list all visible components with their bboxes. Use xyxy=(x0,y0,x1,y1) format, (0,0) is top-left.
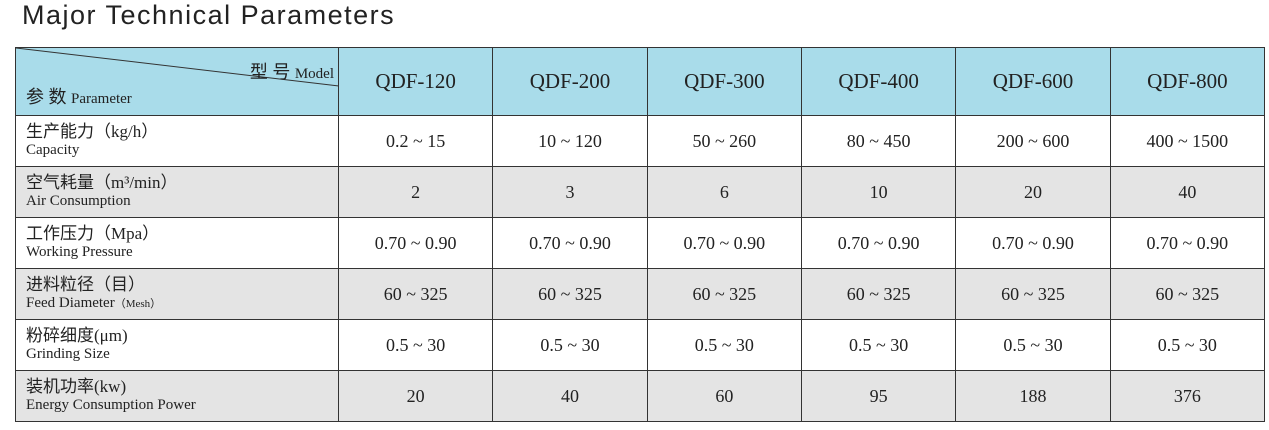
value-cell: 0.5 ~ 30 xyxy=(1109,319,1266,371)
label-zh-line: 粉碎细度(μm) xyxy=(26,326,338,345)
value-cell: 0.5 ~ 30 xyxy=(646,319,802,371)
table-body: 生产能力（kg/h） Capacity 0.2 ~ 15 10 ~ 120 50 ~ 2… xyxy=(15,115,1266,422)
value-cell: 60 ~ 325 xyxy=(1109,268,1266,320)
row-label: 工作压力（Mpa） Working Pressure xyxy=(15,217,339,269)
label-unit: （kg/h） xyxy=(94,122,159,141)
label-zh: 粉碎细度 xyxy=(26,326,94,345)
label-zh-line: 装机功率(kw) xyxy=(26,377,338,396)
value-cell: 60 xyxy=(646,370,802,422)
value-cell: 10 ~ 120 xyxy=(492,115,648,167)
label-en: Air Consumption xyxy=(26,193,131,209)
label-en-line: Grinding Size xyxy=(26,345,338,364)
parameter-table: 型 号 Model 参 数 Parameter QDF-120 QDF-200 QD… xyxy=(15,47,1266,422)
label-zh-line: 生产能力（kg/h） xyxy=(26,122,338,141)
value-cell: 60 ~ 325 xyxy=(337,268,494,320)
label-zh-line: 工作压力（Mpa） xyxy=(26,224,338,243)
model-label: 型 号 Model xyxy=(250,58,334,84)
table-row: 装机功率(kw) Energy Consumption Power 20 40 60 95… xyxy=(15,370,1266,422)
label-zh: 进料粒径 xyxy=(26,274,94,294)
model-en: Model xyxy=(294,66,334,82)
column-header: QDF-400 xyxy=(800,47,957,116)
row-label: 粉碎细度(μm) Grinding Size xyxy=(15,319,339,371)
label-en: Energy Consumption Power xyxy=(26,397,196,413)
label-unit: （目） xyxy=(94,274,145,294)
label-zh: 工作压力 xyxy=(26,224,94,243)
param-zh: 参 数 xyxy=(26,87,67,107)
header-row: 型 号 Model 参 数 Parameter QDF-120 QDF-200 QD… xyxy=(15,47,1266,116)
value-cell: 0.5 ~ 30 xyxy=(337,319,494,371)
value-cell: 376 xyxy=(1109,370,1266,422)
label-en: Grinding Size xyxy=(26,346,110,362)
value-cell: 0.70 ~ 0.90 xyxy=(800,217,957,269)
label-en-line: Working Pressure xyxy=(26,243,338,262)
value-cell: 0.5 ~ 30 xyxy=(492,319,648,371)
value-cell: 6 xyxy=(646,166,802,218)
column-header: QDF-600 xyxy=(955,47,1111,116)
label-zh: 装机功率 xyxy=(26,377,94,396)
row-label: 生产能力（kg/h） Capacity xyxy=(15,115,339,167)
value-cell: 2 xyxy=(337,166,494,218)
value-cell: 0.70 ~ 0.90 xyxy=(1109,217,1266,269)
row-label: 进料粒径（目） Feed Diameter（Mesh） xyxy=(15,268,339,320)
value-cell: 188 xyxy=(955,370,1111,422)
row-label: 空气耗量（m³/min） Air Consumption xyxy=(15,166,339,218)
label-en-line: Feed Diameter（Mesh） xyxy=(26,294,338,314)
label-en-unit: （Mesh） xyxy=(114,297,162,310)
value-cell: 60 ~ 325 xyxy=(646,268,802,320)
column-header: QDF-120 xyxy=(337,47,494,116)
value-cell: 0.2 ~ 15 xyxy=(337,115,494,167)
table-row: 生产能力（kg/h） Capacity 0.2 ~ 15 10 ~ 120 50 ~ 2… xyxy=(15,115,1266,167)
table-row: 工作压力（Mpa） Working Pressure 0.70 ~ 0.90 0.70… xyxy=(15,217,1266,269)
value-cell: 95 xyxy=(800,370,957,422)
row-label: 装机功率(kw) Energy Consumption Power xyxy=(15,370,339,422)
label-unit: (kw) xyxy=(94,377,127,396)
value-cell: 0.5 ~ 30 xyxy=(955,319,1111,371)
label-en: Capacity xyxy=(26,142,80,158)
param-label: 参 数 Parameter xyxy=(26,83,132,109)
diagonal xyxy=(16,48,339,87)
param-en: Parameter xyxy=(71,91,132,107)
label-en-line: Capacity xyxy=(26,141,338,160)
table-row: 粉碎细度(μm) Grinding Size 0.5 ~ 30 0.5 ~ 30 0.5… xyxy=(15,319,1266,371)
table-row: 进料粒径（目） Feed Diameter（Mesh） 60 ~ 325 60 ~ 3… xyxy=(15,268,1266,320)
column-header: QDF-800 xyxy=(1109,47,1266,116)
value-cell: 3 xyxy=(492,166,648,218)
value-cell: 0.70 ~ 0.90 xyxy=(337,217,494,269)
column-header: QDF-300 xyxy=(646,47,802,116)
label-en: Working Pressure xyxy=(26,244,133,260)
label-zh-line: 空气耗量（m³/min） xyxy=(26,173,338,192)
value-cell: 200 ~ 600 xyxy=(955,115,1111,167)
value-cell: 10 xyxy=(800,166,957,218)
value-cell: 60 ~ 325 xyxy=(800,268,957,320)
value-cell: 40 xyxy=(1109,166,1266,218)
label-en: Feed Diameter xyxy=(26,294,115,311)
corner-cell: 型 号 Model 参 数 Parameter xyxy=(15,47,339,116)
value-cell: 20 xyxy=(337,370,494,422)
value-cell: 50 ~ 260 xyxy=(646,115,802,167)
label-zh: 空气耗量 xyxy=(26,173,94,192)
label-unit: （m³/min） xyxy=(94,173,178,192)
value-cell: 0.70 ~ 0.90 xyxy=(646,217,802,269)
value-cell: 80 ~ 450 xyxy=(800,115,957,167)
page-title: Major Technical Parameters xyxy=(22,0,396,30)
value-cell: 0.70 ~ 0.90 xyxy=(492,217,648,269)
value-cell: 20 xyxy=(955,166,1111,218)
column-header: QDF-200 xyxy=(492,47,648,116)
label-zh-line: 进料粒径（目） xyxy=(26,275,338,294)
value-cell: 0.70 ~ 0.90 xyxy=(955,217,1111,269)
value-cell: 0.5 ~ 30 xyxy=(800,319,957,371)
value-cell: 40 xyxy=(492,370,648,422)
value-cell: 60 ~ 325 xyxy=(492,268,648,320)
label-unit: (μm) xyxy=(94,326,128,345)
value-cell: 400 ~ 1500 xyxy=(1109,115,1266,167)
label-en-line: Air Consumption xyxy=(26,192,338,211)
model-zh: 型 号 xyxy=(249,62,291,82)
label-unit: （Mpa） xyxy=(94,224,160,243)
table-row: 空气耗量（m³/min） Air Consumption 2 3 6 10 20 40 xyxy=(15,166,1266,218)
label-zh: 生产能力 xyxy=(26,122,94,141)
label-en-line: Energy Consumption Power xyxy=(26,396,338,415)
value-cell: 60 ~ 325 xyxy=(955,268,1111,320)
